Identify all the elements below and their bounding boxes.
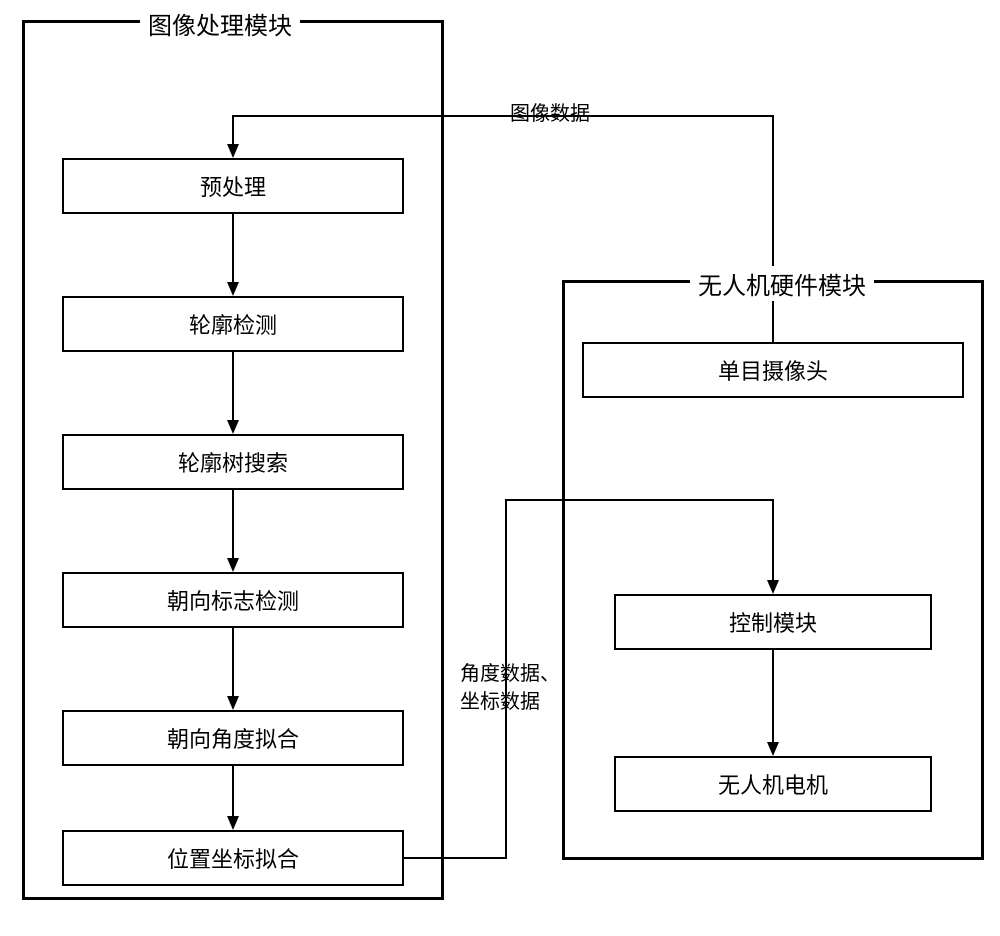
ctrl-module: 控制模块 bbox=[614, 594, 932, 650]
uav-motor: 无人机电机 bbox=[614, 756, 932, 812]
contour-tree: 轮廓树搜索 bbox=[62, 434, 404, 490]
orient-detect: 朝向标志检测 bbox=[62, 572, 404, 628]
lbl-angle-data: 角度数据、 坐标数据 bbox=[460, 660, 560, 716]
uav-hw-module-title: 无人机硬件模块 bbox=[690, 266, 874, 301]
lbl-image-data: 图像数据 bbox=[510, 100, 590, 128]
img-proc-module-title: 图像处理模块 bbox=[140, 6, 300, 41]
diagram-canvas: 图像处理模块无人机硬件模块 预处理轮廓检测轮廓树搜索朝向标志检测朝向角度拟合位置坐… bbox=[0, 0, 1000, 936]
pos-fit: 位置坐标拟合 bbox=[62, 830, 404, 886]
orient-fit: 朝向角度拟合 bbox=[62, 710, 404, 766]
preprocess: 预处理 bbox=[62, 158, 404, 214]
contour-detect: 轮廓检测 bbox=[62, 296, 404, 352]
mono-camera: 单目摄像头 bbox=[582, 342, 964, 398]
